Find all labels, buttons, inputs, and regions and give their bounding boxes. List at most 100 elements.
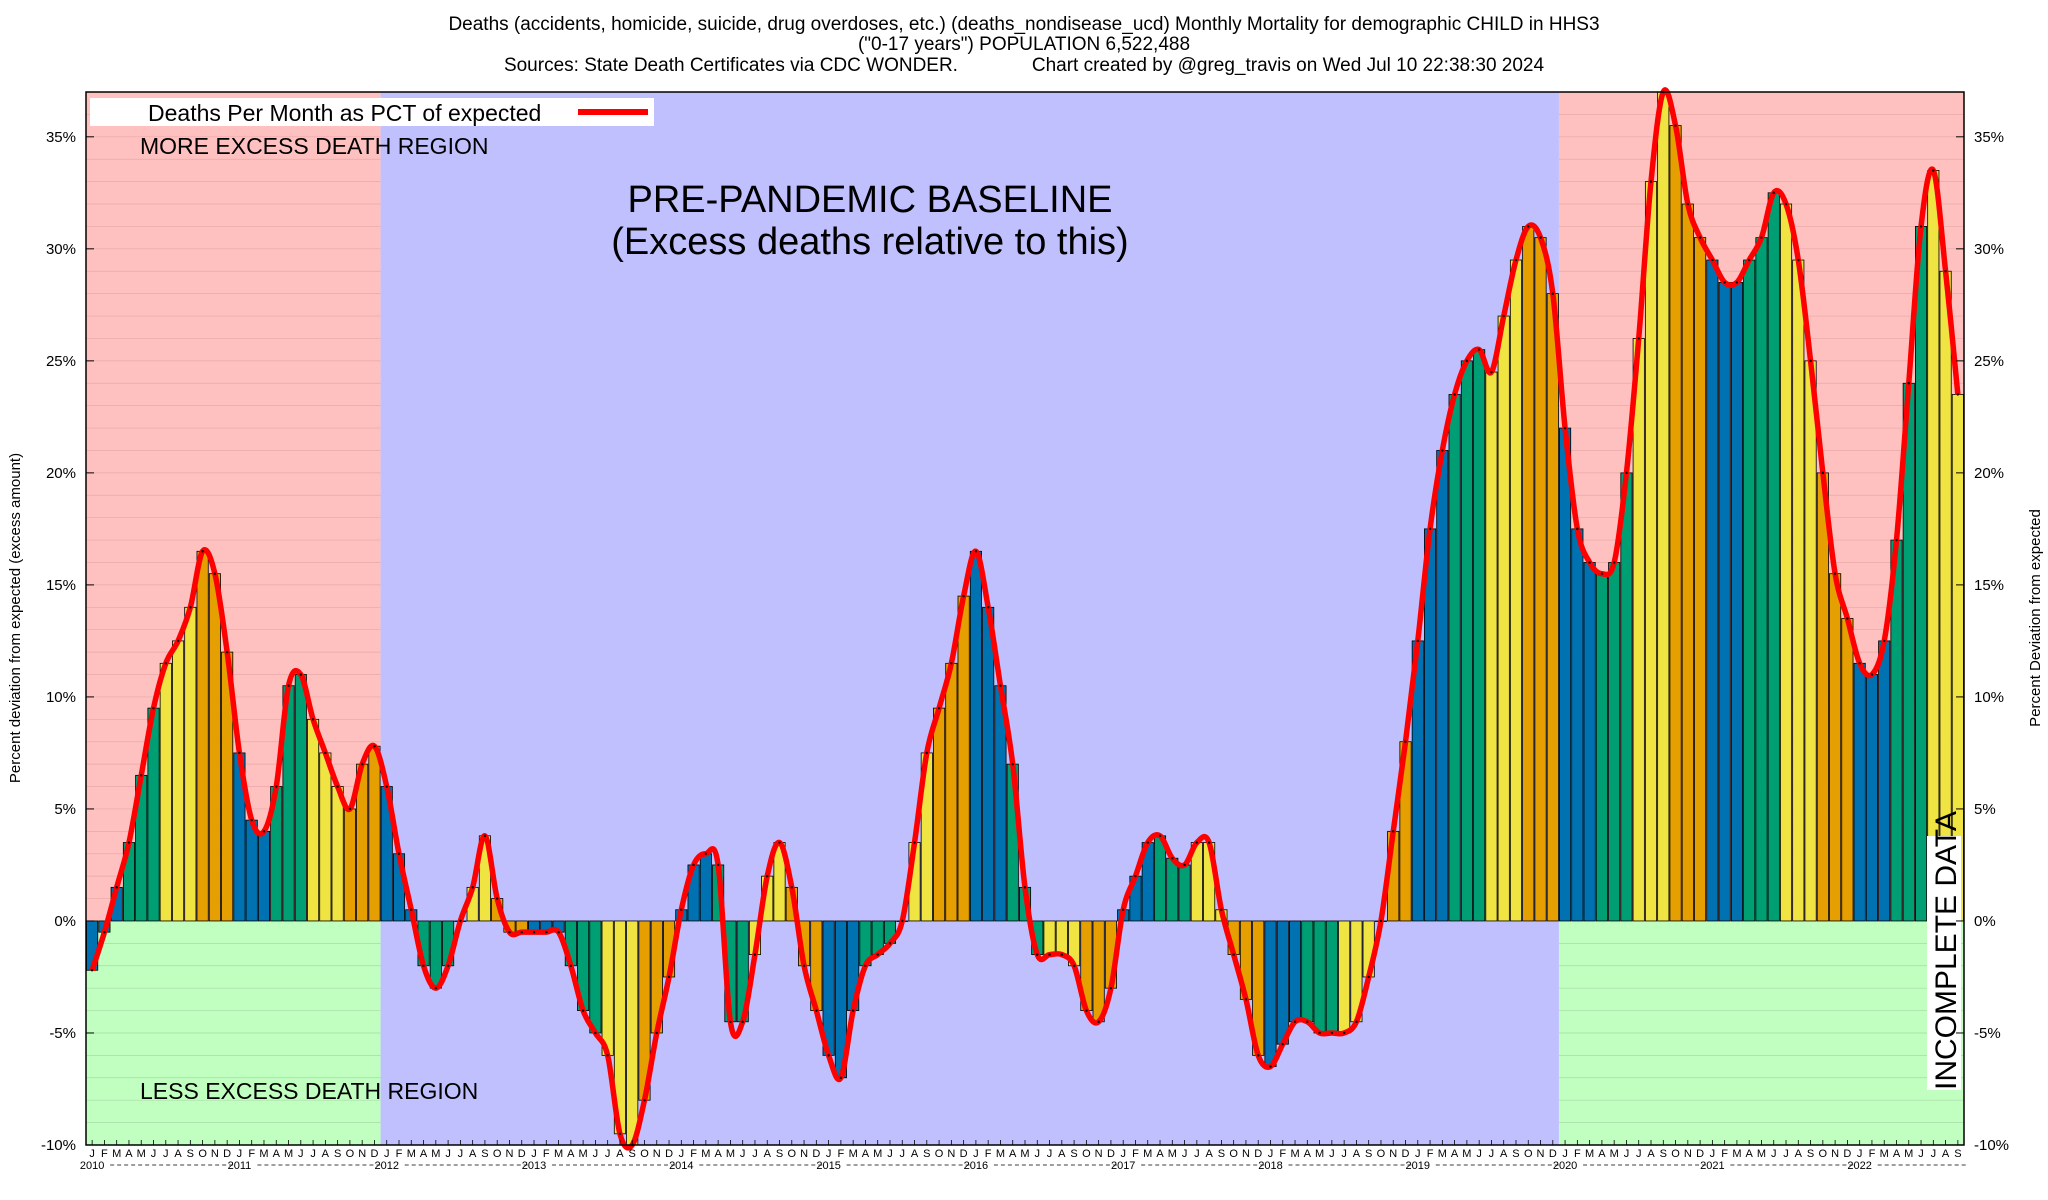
bar	[1301, 920, 1314, 1023]
x-month-label: J	[973, 1148, 979, 1160]
series-point	[1649, 180, 1653, 183]
y-tick-label-right: 25%	[1974, 353, 2004, 370]
x-month-label: S	[187, 1148, 194, 1160]
series-point	[201, 550, 204, 553]
series-point	[1870, 673, 1874, 676]
x-month-label: M	[284, 1148, 293, 1160]
x-month-label: A	[469, 1148, 477, 1160]
x-month-label: D	[1549, 1148, 1557, 1160]
x-month-label: A	[1598, 1148, 1606, 1160]
bar	[1927, 170, 1940, 922]
x-month-label: M	[554, 1148, 563, 1160]
series-point	[324, 751, 327, 755]
x-year-label: 2016	[964, 1160, 988, 1172]
x-month-label: J	[605, 1148, 611, 1160]
x-year-label: 2019	[1406, 1160, 1430, 1172]
x-month-label: A	[567, 1148, 575, 1160]
bar	[1325, 920, 1338, 1034]
series-point	[373, 745, 376, 748]
x-month-label: J	[1329, 1148, 1335, 1160]
x-month-label: O	[198, 1148, 207, 1160]
x-month-label: O	[1671, 1148, 1680, 1160]
x-month-label: J	[1489, 1148, 1495, 1160]
bar	[245, 819, 258, 922]
series-point	[495, 897, 499, 900]
series-point	[360, 762, 364, 766]
bar	[1264, 920, 1277, 1067]
series-point	[385, 785, 388, 788]
x-month-label: J	[1182, 1148, 1188, 1160]
series-point	[1428, 527, 1432, 531]
bar	[1681, 203, 1694, 922]
x-month-label: M	[873, 1148, 882, 1160]
series-point	[1723, 281, 1726, 284]
x-month-label: M	[1020, 1148, 1029, 1160]
bar	[1509, 259, 1523, 922]
x-month-label: M	[1462, 1148, 1471, 1160]
bar	[1448, 394, 1461, 922]
series-point	[999, 684, 1002, 687]
x-month-label: S	[481, 1148, 488, 1160]
bar	[626, 920, 639, 1146]
series-point	[1539, 236, 1542, 239]
y-tick-label-left: 15%	[46, 577, 76, 594]
x-month-label: N	[1242, 1148, 1250, 1160]
x-month-label: A	[273, 1148, 281, 1160]
y-tick-label-right: 20%	[1974, 465, 2004, 482]
y-tick-label-right: -5%	[1974, 1025, 2001, 1042]
bar	[208, 573, 221, 922]
x-month-label: N	[505, 1148, 513, 1160]
x-month-label: A	[1353, 1148, 1361, 1160]
bar	[1644, 181, 1658, 922]
series-point	[1244, 998, 1248, 1001]
series-point	[1919, 225, 1923, 228]
bar	[172, 640, 185, 922]
x-month-label: M	[112, 1148, 121, 1160]
series-point	[1797, 258, 1800, 262]
series-point	[410, 908, 413, 911]
series-point	[1747, 258, 1751, 262]
series-point	[974, 550, 978, 553]
excess-region-left	[86, 92, 381, 921]
x-month-label: S	[1365, 1148, 1372, 1160]
x-month-label: F	[248, 1148, 255, 1160]
x-month-label: O	[1229, 1148, 1238, 1160]
series-point	[1502, 314, 1505, 318]
series-point	[336, 785, 339, 788]
x-year-label: 2020	[1553, 1160, 1577, 1172]
series-point	[986, 606, 990, 609]
x-month-label: J	[531, 1148, 537, 1160]
x-month-label: M	[1757, 1148, 1766, 1160]
bar	[1485, 371, 1498, 922]
x-month-label: J	[1341, 1148, 1347, 1160]
x-month-label: J	[237, 1148, 243, 1160]
x-month-label: M	[137, 1148, 146, 1160]
series-point	[680, 908, 683, 911]
y-tick-label-right: 15%	[1974, 577, 2004, 594]
series-point	[1637, 337, 1640, 340]
x-month-label: F	[1427, 1148, 1434, 1160]
x-month-label: M	[1880, 1148, 1889, 1160]
x-month-label: S	[1954, 1148, 1961, 1160]
series-point	[1367, 975, 1370, 979]
x-month-label: J	[1857, 1148, 1863, 1160]
series-point	[262, 830, 266, 833]
bar	[1915, 226, 1928, 922]
series-point	[422, 964, 425, 967]
series-point	[348, 807, 352, 811]
series-point	[1612, 561, 1616, 564]
series-point	[225, 650, 229, 654]
series-point	[1342, 1031, 1346, 1035]
x-month-label: J	[1562, 1148, 1568, 1160]
y-tick-label-left: 20%	[46, 465, 76, 482]
bar	[1276, 920, 1289, 1045]
x-month-label: J	[298, 1148, 304, 1160]
bar	[1878, 640, 1891, 922]
bar	[1289, 920, 1302, 1023]
series-point	[176, 639, 180, 643]
x-month-label: A	[125, 1148, 133, 1160]
x-month-label: F	[396, 1148, 403, 1160]
x-month-label: O	[1377, 1148, 1386, 1160]
x-month-label: M	[1143, 1148, 1152, 1160]
